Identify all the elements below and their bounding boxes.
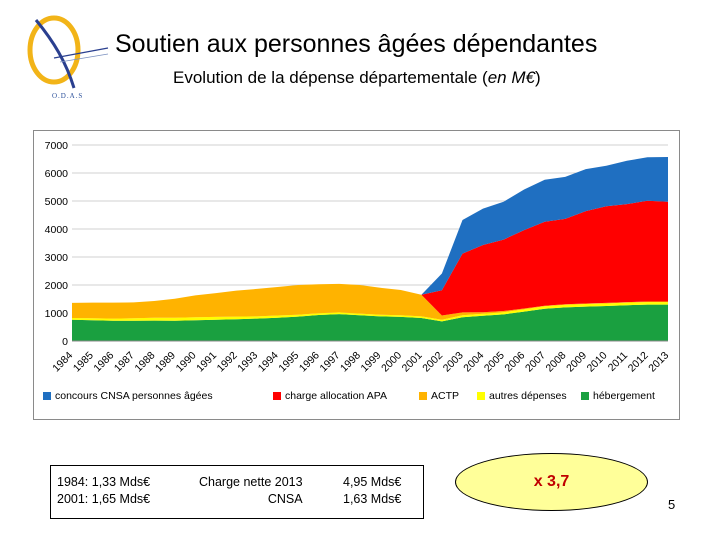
chart-legend: concours CNSA personnes âgées charge allo…: [43, 390, 673, 406]
x-tick-label-2001: 2001: [400, 349, 425, 374]
x-tick-label-1990: 1990: [174, 349, 199, 374]
area-actp: [72, 283, 668, 320]
x-tick-label-1994: 1994: [256, 349, 281, 374]
info-net-charge-label: Charge nette 2013: [199, 475, 303, 489]
info-box: 1984: 1,33 Mds€ 2001: 1,65 Mds€ Charge n…: [50, 465, 424, 519]
legend-swatch: [419, 392, 427, 400]
x-tick-label-2013: 2013: [646, 349, 671, 374]
legend-item-h-bergement: hébergement: [581, 390, 655, 402]
x-tick-label-2004: 2004: [461, 349, 486, 374]
x-tick-label-2005: 2005: [482, 349, 507, 374]
page-number: 5: [668, 497, 676, 512]
legend-item-actp: ACTP: [419, 390, 459, 402]
slide-title: Soutien aux personnes âgées dépendantes: [115, 30, 598, 58]
area-charge-allocation-apa: [72, 200, 668, 316]
y-tick-label-6000: 6000: [45, 168, 69, 180]
legend-label: charge allocation APA: [285, 390, 387, 402]
legend-label: autres dépenses: [489, 390, 567, 402]
info-col-3: 4,95 Mds€ 1,63 Mds€: [343, 474, 401, 508]
y-tick-label-1000: 1000: [45, 308, 69, 320]
x-tick-label-1989: 1989: [153, 349, 178, 374]
x-tick-label-2009: 2009: [564, 349, 589, 374]
x-tick-label-2007: 2007: [523, 349, 548, 374]
x-tick-label-2008: 2008: [544, 349, 569, 374]
info-col-2: Charge nette 2013 CNSA: [199, 474, 303, 508]
odas-logo: O.D.A.S: [14, 12, 110, 100]
info-1984: 1984: 1,33 Mds€: [57, 475, 151, 489]
legend-swatch: [273, 392, 281, 400]
x-tick-label-1991: 1991: [194, 349, 219, 374]
legend-swatch: [43, 392, 51, 400]
x-tick-label-2010: 2010: [585, 349, 610, 374]
legend-item-autres-d-penses: autres dépenses: [477, 390, 567, 402]
x-tick-label-2002: 2002: [420, 349, 445, 374]
x-tick-label-1993: 1993: [235, 349, 260, 374]
x-tick-label-2012: 2012: [626, 349, 651, 374]
legend-swatch: [477, 392, 485, 400]
x-tick-label-2011: 2011: [606, 349, 631, 374]
y-tick-label-4000: 4000: [45, 224, 69, 236]
area-h-bergement: [72, 304, 668, 341]
legend-item-charge-allocation-apa: charge allocation APA: [273, 390, 387, 402]
y-tick-label-5000: 5000: [45, 196, 69, 208]
x-tick-label-2006: 2006: [502, 349, 527, 374]
logo-text: O.D.A.S: [52, 92, 84, 100]
x-tick-label-1995: 1995: [276, 349, 301, 374]
info-2001: 2001: 1,65 Mds€: [57, 492, 151, 506]
legend-label: hébergement: [593, 390, 655, 402]
legend-swatch: [581, 392, 589, 400]
area-autres-d-penses: [72, 302, 668, 322]
multiplier-text: x 3,7: [533, 473, 570, 490]
x-tick-label-1984: 1984: [50, 349, 75, 374]
x-tick-label-1998: 1998: [338, 349, 363, 374]
logo-graphic: [27, 15, 109, 89]
x-tick-label-2003: 2003: [441, 349, 466, 374]
info-cnsa-label: CNSA: [267, 492, 303, 506]
info-cnsa-value: 1,63 Mds€: [343, 492, 402, 506]
x-tick-label-1986: 1986: [91, 349, 116, 374]
x-tick-label-1997: 1997: [317, 349, 342, 374]
x-tick-label-1987: 1987: [112, 349, 137, 374]
area-concours-cnsa-personnes-g-es: [72, 157, 668, 303]
y-tick-label-2000: 2000: [45, 280, 69, 292]
legend-label: concours CNSA personnes âgées: [55, 390, 213, 402]
legend-label: ACTP: [431, 390, 460, 402]
y-tick-label-3000: 3000: [45, 252, 69, 264]
area-chart: 0100020003000400050006000700019841985198…: [45, 140, 672, 374]
info-net-charge-value: 4,95 Mds€: [343, 475, 402, 489]
x-tick-label-1996: 1996: [297, 349, 322, 374]
multiplier-ellipse: x 3,7: [455, 453, 648, 511]
y-tick-label-7000: 7000: [45, 140, 69, 152]
info-col-1: 1984: 1,33 Mds€ 2001: 1,65 Mds€: [57, 474, 150, 508]
y-tick-label-0: 0: [62, 336, 68, 348]
chart-frame: 0 1000 2000 3000 4000 5000 6000 7000 1984 1985 198…: [33, 130, 680, 420]
legend-item-concours-cnsa-personnes-g-es: concours CNSA personnes âgées: [43, 390, 213, 402]
x-tick-label-2000: 2000: [379, 349, 404, 374]
x-tick-label-1992: 1992: [215, 349, 240, 374]
x-tick-label-1988: 1988: [132, 349, 157, 374]
x-tick-label-1985: 1985: [71, 349, 96, 374]
slide-subtitle: Evolution de la dépense départementale (…: [173, 68, 541, 87]
x-tick-label-1999: 1999: [359, 349, 384, 374]
